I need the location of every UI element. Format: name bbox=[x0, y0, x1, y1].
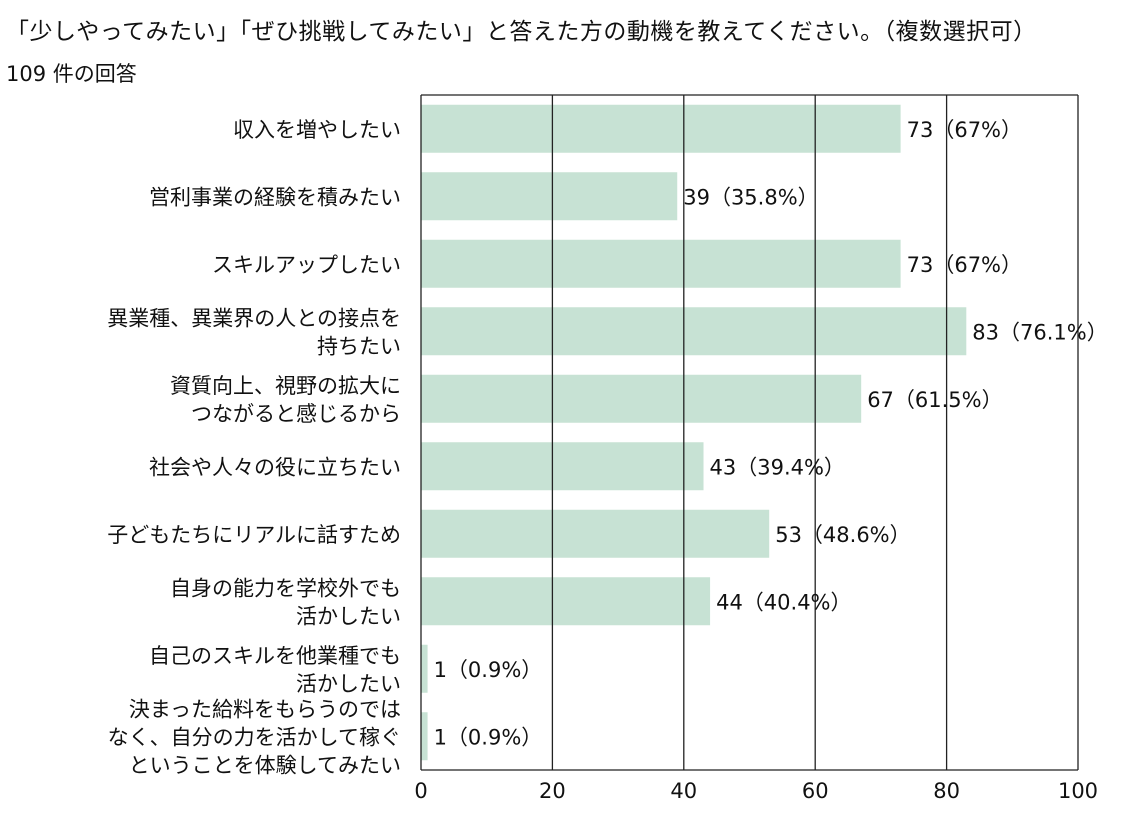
data-label-7: 53（48.6%） bbox=[775, 523, 910, 547]
category-label-1: 収入を増やしたい bbox=[233, 118, 401, 142]
category-label-10-line-3: ということを体験してみたい bbox=[129, 753, 401, 777]
x-tick-label-100: 100 bbox=[1058, 779, 1098, 803]
category-label-4-line-1: 異業種、異業界の人との接点を bbox=[107, 306, 401, 330]
bar-2 bbox=[421, 172, 678, 221]
bar-8 bbox=[421, 577, 711, 626]
x-tick-label-60: 60 bbox=[802, 779, 829, 803]
category-label-10-line-1: 決まった給料をもらうのでは bbox=[129, 697, 401, 721]
data-label-6: 43（39.4%） bbox=[710, 455, 845, 479]
category-label-10-line-2: なく、自分の力を活かして稼ぐ bbox=[108, 725, 401, 749]
data-label-1: 73（67%） bbox=[907, 118, 1022, 142]
category-label-2: 営利事業の経験を積みたい bbox=[149, 185, 401, 209]
x-tick-label-20: 20 bbox=[539, 779, 566, 803]
data-label-9: 1（0.9%） bbox=[434, 658, 543, 682]
bar-10 bbox=[421, 712, 428, 761]
category-label-6: 社会や人々の役に立ちたい bbox=[149, 455, 401, 479]
data-label-4: 83（76.1%） bbox=[972, 320, 1107, 344]
category-label-5-line-1: 資質向上、視野の拡大に bbox=[170, 374, 401, 398]
x-tick-label-80: 80 bbox=[933, 779, 960, 803]
chart-title: 「少しやってみたい」「ぜひ挑戦してみたい」と答えた方の動機を教えてください。（複… bbox=[6, 19, 1037, 45]
bar-3 bbox=[421, 239, 901, 288]
data-label-5: 67（61.5%） bbox=[867, 388, 1002, 412]
bar-7 bbox=[421, 509, 770, 558]
category-label-8-line-1: 自身の能力を学校外でも bbox=[170, 576, 401, 600]
data-label-8: 44（40.4%） bbox=[716, 590, 851, 614]
x-tick-label-0: 0 bbox=[414, 779, 427, 803]
bar-6 bbox=[421, 442, 704, 491]
chart-subtitle: 109 件の回答 bbox=[6, 62, 137, 86]
data-label-3: 73（67%） bbox=[907, 253, 1022, 277]
category-label-5-line-2: つながると感じるから bbox=[191, 402, 401, 426]
data-label-2: 39（35.8%） bbox=[683, 185, 818, 209]
bar-1 bbox=[421, 104, 901, 153]
x-tick-label-40: 40 bbox=[670, 779, 697, 803]
category-label-4-line-2: 持ちたい bbox=[317, 334, 401, 358]
category-label-8-line-2: 活かしたい bbox=[296, 604, 401, 628]
category-label-3: スキルアップしたい bbox=[212, 253, 401, 277]
data-label-10: 1（0.9%） bbox=[434, 725, 543, 749]
category-label-9-line-1: 自己のスキルを他業種でも bbox=[149, 644, 401, 668]
bar-5 bbox=[421, 374, 862, 423]
bar-4 bbox=[421, 307, 967, 356]
category-label-7: 子どもたちにリアルに話すため bbox=[107, 523, 401, 547]
category-label-9-line-2: 活かしたい bbox=[296, 672, 401, 696]
bar-9 bbox=[421, 644, 428, 693]
